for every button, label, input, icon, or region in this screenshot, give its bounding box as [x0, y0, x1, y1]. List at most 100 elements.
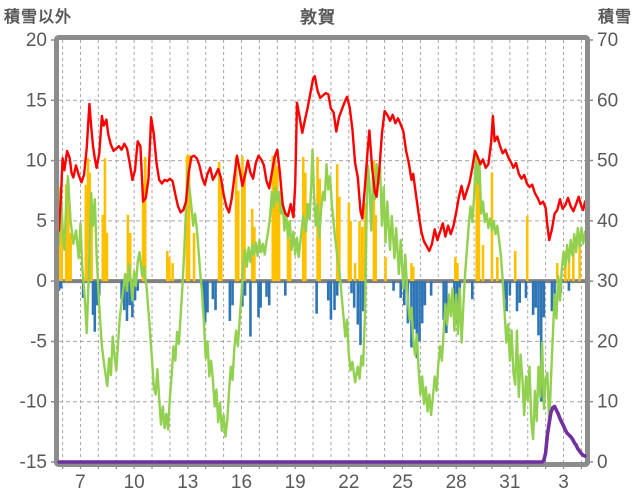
blue-bars: [257, 281, 260, 318]
left-axis-tick-label: -5: [30, 331, 47, 352]
left-axis-tick-label: -15: [20, 452, 47, 473]
yellow-bars: [338, 196, 341, 282]
yellow-bars: [86, 158, 90, 282]
yellow-bars: [234, 156, 238, 282]
blue-bars: [359, 281, 362, 346]
yellow-bars: [275, 166, 279, 282]
blue-bars: [515, 281, 519, 312]
blue-bars: [125, 281, 129, 321]
yellow-bars: [481, 244, 485, 282]
blue-bars: [567, 281, 571, 291]
yellow-bars: [243, 172, 246, 282]
blue-bars: [315, 281, 318, 314]
blue-bars: [335, 281, 339, 296]
blue-bars: [399, 281, 403, 299]
yellow-bars: [141, 184, 145, 282]
blue-bars: [539, 281, 543, 402]
yellow-bars: [271, 155, 275, 282]
blue-bars: [550, 281, 554, 312]
blue-bars: [329, 281, 333, 320]
yellow-bars: [360, 226, 364, 282]
left-axis-tick-label: 5: [36, 211, 47, 232]
blue-bars: [534, 281, 538, 308]
yellow-bars: [168, 257, 171, 282]
blue-bars: [361, 281, 365, 312]
yellow-bars: [273, 155, 277, 282]
blue-bars: [415, 281, 419, 359]
blue-bars: [123, 281, 126, 311]
yellow-bars: [101, 214, 105, 282]
yellow-bars: [241, 155, 244, 282]
yellow-bars: [358, 220, 361, 282]
blue-bars: [531, 281, 535, 315]
yellow-bars: [171, 263, 174, 282]
blue-bars: [203, 281, 207, 323]
blue-bars: [470, 281, 474, 300]
yellow-bars: [525, 216, 529, 282]
blue-bars: [412, 281, 416, 330]
yellow-bars: [187, 154, 191, 282]
yellow-bars: [219, 184, 223, 282]
yellow-bars: [192, 232, 196, 282]
x-axis-tick-label: 10: [124, 472, 145, 493]
blue-bars: [93, 281, 97, 332]
blue-bars: [267, 281, 271, 306]
yellow-bars: [477, 164, 481, 282]
blue-bars: [518, 281, 521, 303]
right-axis-tick-label: 50: [597, 151, 618, 172]
yellow-bars: [217, 161, 221, 282]
blue-bars: [423, 281, 427, 306]
blue-bars: [524, 281, 528, 299]
red-line: [57, 74, 587, 253]
right-axis-tick-label: 0: [597, 452, 608, 473]
yellow-bars: [363, 202, 367, 282]
blue-bars: [211, 281, 215, 300]
left-axis-tick-label: 15: [26, 90, 47, 111]
left-axis-tick-label: 10: [26, 151, 47, 172]
blue-bars: [553, 281, 556, 300]
yellow-bars: [374, 214, 377, 282]
yellow-bars: [128, 232, 132, 282]
blue-bars: [128, 281, 131, 306]
yellow-bars: [384, 257, 387, 282]
blue-bars: [537, 281, 540, 336]
blue-bars: [392, 281, 395, 291]
yellow-bars: [67, 182, 70, 282]
yellow-bars: [411, 266, 415, 282]
yellow-bars: [105, 232, 109, 282]
yellow-bars: [126, 214, 130, 282]
green-line: [57, 148, 587, 441]
blue-bars: [136, 281, 140, 291]
yellow-bars: [555, 263, 559, 282]
yellow-bars: [453, 257, 457, 282]
yellow-bars: [236, 190, 240, 282]
page-title: 敦賀: [300, 8, 336, 27]
left-axis-tick-label: 20: [26, 30, 47, 51]
blue-bars: [265, 281, 268, 297]
blue-bars: [214, 281, 217, 311]
blue-bars: [418, 281, 421, 342]
left-axis-tick-label: 0: [36, 271, 47, 292]
yellow-bars: [286, 220, 290, 282]
plot-border: [54, 35, 590, 467]
right-axis-tick-label: 40: [597, 211, 618, 232]
blue-bars: [442, 281, 445, 320]
yellow-bars: [349, 220, 352, 282]
blue-bars: [429, 281, 433, 296]
blue-bars: [91, 281, 95, 315]
blue-bars: [420, 281, 424, 324]
blue-bars: [206, 281, 209, 313]
blue-bars: [133, 281, 137, 301]
purple-line: [57, 404, 587, 464]
yellow-bars: [90, 202, 93, 282]
yellow-bars: [578, 244, 581, 282]
blue-bars: [284, 281, 287, 296]
left-axis-title: 積雪以外: [4, 9, 73, 26]
x-axis-tick-label: 16: [231, 472, 252, 493]
yellow-bars: [347, 202, 351, 282]
yellow-bars: [572, 247, 575, 282]
blue-bars: [352, 281, 356, 308]
yellow-bars: [84, 184, 88, 282]
yellow-bars: [103, 158, 107, 282]
